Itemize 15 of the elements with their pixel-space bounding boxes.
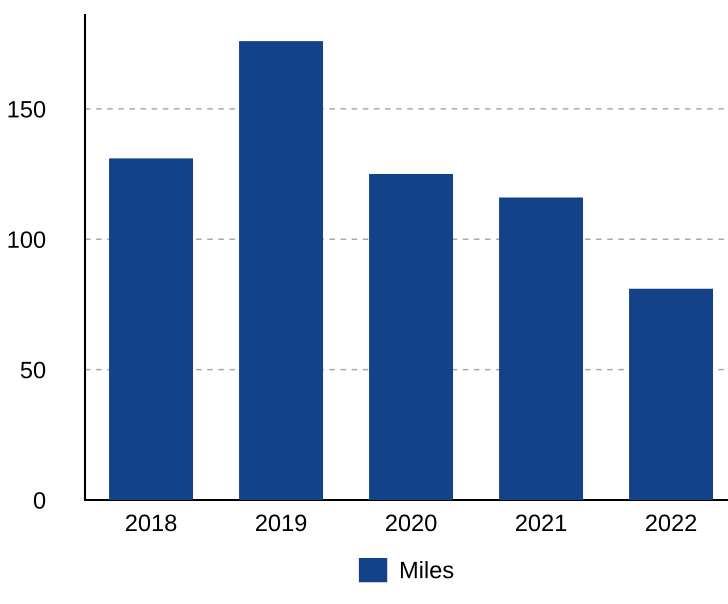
bar — [239, 41, 324, 500]
bar — [109, 158, 194, 500]
x-tick-label: 2020 — [386, 514, 436, 532]
legend-label: Miles — [400, 561, 454, 578]
bar — [499, 198, 584, 500]
y-tick-label: 100 — [8, 231, 46, 248]
x-tick-label: 2021 — [516, 514, 566, 532]
y-tick-label: 150 — [8, 100, 46, 118]
x-tick-label: 2019 — [256, 514, 306, 532]
x-tick-label: 2022 — [646, 514, 696, 532]
x-tick-label: 2018 — [126, 514, 176, 532]
y-tick-label: 0 — [34, 492, 46, 509]
bar — [369, 174, 454, 500]
bar — [629, 288, 714, 500]
y-tick-label: 50 — [20, 362, 46, 378]
